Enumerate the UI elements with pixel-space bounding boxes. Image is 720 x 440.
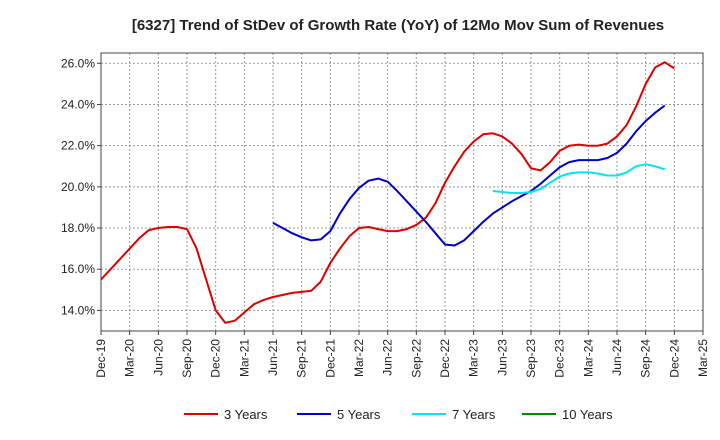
y-tick-label: 26.0% [61, 56, 95, 70]
x-tick-label: Mar-21 [237, 339, 251, 377]
x-tick-label: Dec-21 [323, 339, 337, 378]
legend: 3 Years 5 Years 7 Years 10 Years [184, 407, 613, 422]
x-tick-label: Jun-20 [151, 339, 165, 376]
x-tick-label: Dec-24 [667, 339, 681, 378]
x-tick-label: Mar-22 [352, 339, 366, 377]
x-tick-label: Jun-23 [495, 339, 509, 376]
x-tick-label: Mar-20 [123, 339, 137, 377]
x-tick-label: Dec-22 [438, 339, 452, 378]
series-line-7-years [492, 163, 666, 194]
y-axis: 14.0% 16.0% 18.0% 20.0% 22.0% 24.0% 26.0% [61, 56, 101, 317]
x-tick-label: Jun-22 [381, 339, 395, 376]
x-tick-label: Jun-21 [266, 339, 280, 376]
y-tick-label: 14.0% [61, 303, 95, 317]
y-tick-label: 24.0% [61, 97, 95, 111]
legend-label: 7 Years [452, 407, 496, 422]
y-tick-label: 20.0% [61, 180, 95, 194]
legend-label: 10 Years [562, 407, 613, 422]
grid-lines [100, 53, 704, 331]
y-tick-label: 18.0% [61, 221, 95, 235]
x-tick-label: Mar-24 [581, 339, 595, 377]
series-line-5-years [272, 104, 666, 247]
y-tick-label: 22.0% [61, 139, 95, 153]
x-tick-label: Sep-23 [524, 339, 538, 378]
y-tick-label: 16.0% [61, 262, 95, 276]
chart-title: [6327] Trend of StDev of Growth Rate (Yo… [132, 17, 664, 34]
x-tick-label: Sep-24 [639, 339, 653, 378]
x-axis: Dec-19 Mar-20 Jun-20 Sep-20 Dec-20 Mar-21 Jun-… [94, 331, 710, 378]
x-tick-label: Dec-23 [553, 339, 567, 378]
legend-label: 3 Years [224, 407, 268, 422]
x-tick-label: Dec-19 [94, 339, 108, 378]
x-tick-label: Jun-24 [610, 339, 624, 376]
plot-area [100, 52, 704, 332]
legend-label: 5 Years [337, 407, 381, 422]
x-tick-label: Mar-23 [467, 339, 481, 377]
x-tick-label: Dec-20 [209, 339, 223, 378]
x-tick-label: Sep-20 [180, 339, 194, 378]
x-tick-label: Sep-22 [409, 339, 423, 378]
x-tick-label: Mar-25 [696, 339, 710, 377]
series-lines [100, 61, 675, 324]
series-line-3-years [100, 61, 675, 324]
x-tick-label: Sep-21 [295, 339, 309, 378]
